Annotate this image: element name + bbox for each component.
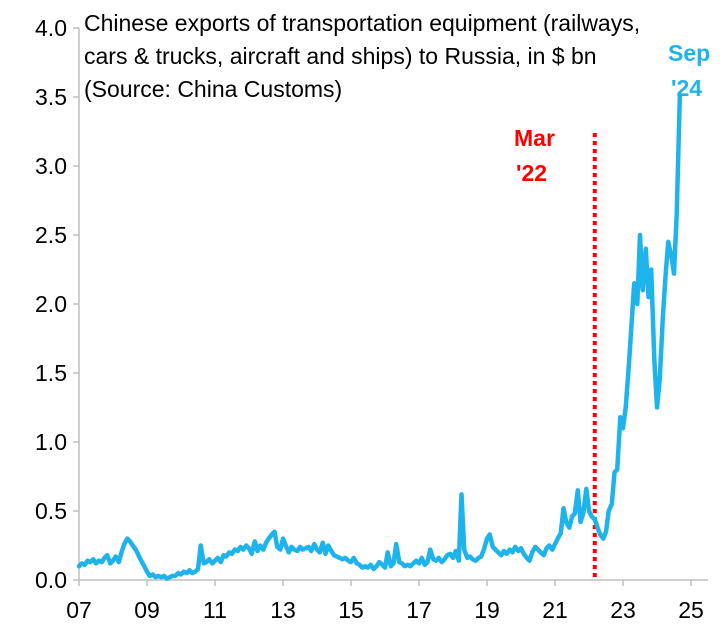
y-tick-label: 1.0 (35, 429, 67, 455)
x-tick-label: 23 (610, 597, 636, 623)
chart-title-line-1: Chinese exports of transportation equipm… (84, 10, 641, 36)
x-axis-ticks: 07 09 11 13 15 17 19 21 23 25 (66, 580, 704, 623)
x-tick-label: 17 (406, 597, 432, 623)
x-tick-label: 15 (338, 597, 364, 623)
y-tick-label: 3.0 (35, 153, 67, 179)
y-tick-label: 2.5 (35, 222, 67, 248)
y-tick-label: 2.0 (35, 291, 67, 317)
x-tick-label: 19 (474, 597, 500, 623)
x-tick-label: 21 (542, 597, 568, 623)
y-tick-label: 1.5 (35, 360, 67, 386)
y-tick-label: 3.5 (35, 84, 67, 110)
x-tick-label: 13 (270, 597, 296, 623)
sep-24-annotation-line-1: Sep (668, 40, 711, 66)
series-line (76, 94, 683, 581)
x-tick-label: 11 (203, 597, 227, 623)
x-tick-label: 25 (678, 597, 704, 623)
x-tick-label: 07 (66, 597, 92, 623)
chart-title-line-2: cars & trucks, aircraft and ships) to Ru… (84, 43, 597, 69)
y-tick-label: 0.5 (35, 498, 67, 524)
y-axis-ticks: 0.0 0.5 1.0 1.5 2.0 2.5 3.0 3.5 4.0 (35, 15, 79, 593)
mar-22-annotation-line-2: '22 (516, 160, 548, 186)
y-tick-label: 0.0 (35, 567, 67, 593)
sep-24-annotation-line-2: '24 (671, 75, 703, 101)
x-tick-label: 09 (134, 597, 160, 623)
chart-title-line-3: (Source: China Customs) (84, 76, 343, 102)
mar-22-annotation-line-1: Mar (514, 125, 555, 151)
y-tick-label: 4.0 (35, 15, 67, 41)
